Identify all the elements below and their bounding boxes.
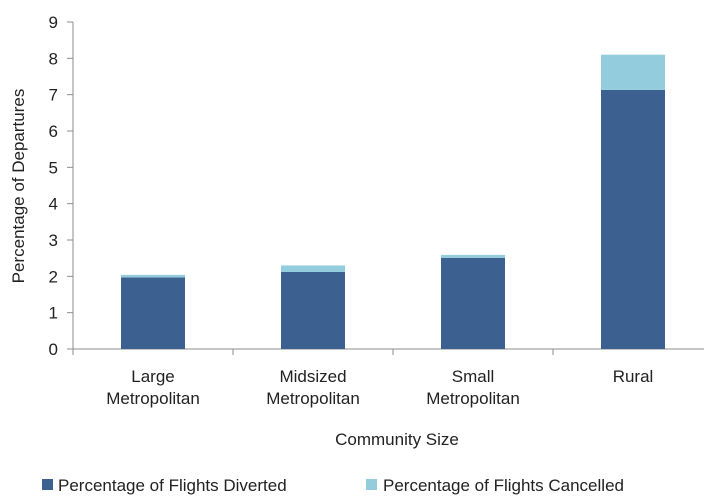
y-tick-label: 8 [49, 49, 58, 68]
y-tick-label: 9 [49, 13, 58, 32]
legend-label-cancelled: Percentage of Flights Cancelled [383, 476, 624, 495]
y-tick-label: 7 [49, 86, 58, 105]
legend-swatch-diverted [42, 479, 53, 490]
y-axis-title: Percentage of Departures [9, 89, 28, 284]
y-tick-label: 0 [49, 340, 58, 359]
x-category-label: Large [131, 367, 174, 386]
legend-swatch-cancelled [366, 479, 377, 490]
x-category-label: Small [452, 367, 495, 386]
bar-diverted [441, 257, 505, 349]
y-tick-label: 5 [49, 158, 58, 177]
legend: Percentage of Flights Diverted Percentag… [42, 476, 624, 495]
legend-label-diverted: Percentage of Flights Diverted [58, 476, 287, 495]
x-axis-title: Community Size [335, 430, 459, 449]
bar-cancelled [281, 265, 345, 272]
bar-cancelled [441, 254, 505, 258]
bar-cancelled [601, 54, 665, 90]
y-tick-label: 1 [49, 304, 58, 323]
x-category-label: Metropolitan [426, 389, 520, 408]
bar-diverted [281, 271, 345, 349]
y-tick-label: 2 [49, 267, 58, 286]
x-category-label: Metropolitan [266, 389, 360, 408]
x-category-label: Rural [613, 367, 654, 386]
x-category-label: Metropolitan [106, 389, 200, 408]
bar-diverted [121, 277, 185, 349]
y-tick-label: 6 [49, 122, 58, 141]
y-tick-label: 3 [49, 231, 58, 250]
x-category-label: Midsized [279, 367, 346, 386]
bar-cancelled [121, 274, 185, 278]
bar-diverted [601, 89, 665, 350]
plot-area: 0 1 2 3 4 5 6 7 8 9 Large Metropolitan Midsized Metro… [49, 13, 704, 408]
y-tick-label: 4 [49, 195, 58, 214]
